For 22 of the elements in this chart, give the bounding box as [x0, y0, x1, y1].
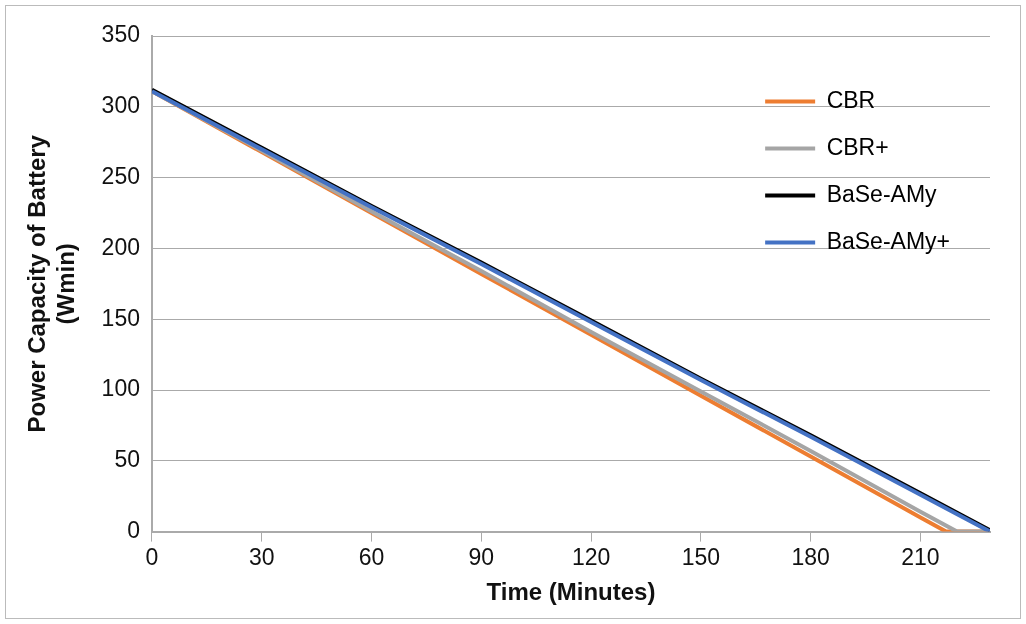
- y-tick-label: 300: [101, 92, 140, 119]
- x-tick-label: 30: [248, 543, 275, 570]
- y-tick-label: 350: [101, 21, 140, 48]
- legend-label: CBR+: [826, 133, 889, 160]
- y-tick-label: 50: [114, 446, 140, 473]
- legend-label: BaSe-AMy: [826, 180, 938, 207]
- legend-label: CBR: [826, 86, 876, 113]
- x-tick-label: 180: [791, 543, 830, 570]
- x-tick-label: 210: [901, 543, 940, 570]
- y-tick-label: 150: [101, 304, 140, 331]
- y-axis-title: Power Capacity of Battery (Wmin): [23, 134, 79, 433]
- x-tick-label: 90: [468, 543, 495, 570]
- x-tick-label: 0: [145, 543, 159, 570]
- x-tick-label: 120: [571, 543, 611, 570]
- x-tick-label: 150: [681, 543, 721, 570]
- y-tick-label: 200: [101, 233, 140, 260]
- y-tick-label: 250: [101, 162, 140, 189]
- x-tick-label: 60: [358, 543, 385, 570]
- y-tick-label: 0: [127, 516, 140, 543]
- legend-label: BaSe-AMy+: [826, 227, 950, 254]
- x-axis-title: Time (Minutes): [486, 578, 656, 606]
- y-tick-label: 100: [101, 375, 140, 402]
